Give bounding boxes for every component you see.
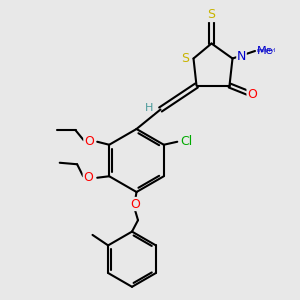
Text: H: H: [145, 103, 153, 113]
Text: N: N: [237, 50, 246, 64]
Text: O: O: [130, 197, 140, 211]
Text: methyl: methyl: [256, 49, 276, 53]
Text: O: O: [247, 88, 257, 101]
Text: Cl: Cl: [180, 135, 192, 148]
Text: S: S: [208, 8, 215, 22]
Text: O: O: [83, 171, 93, 184]
Text: Me: Me: [256, 46, 273, 56]
Text: S: S: [181, 52, 189, 65]
Text: O: O: [84, 135, 94, 148]
